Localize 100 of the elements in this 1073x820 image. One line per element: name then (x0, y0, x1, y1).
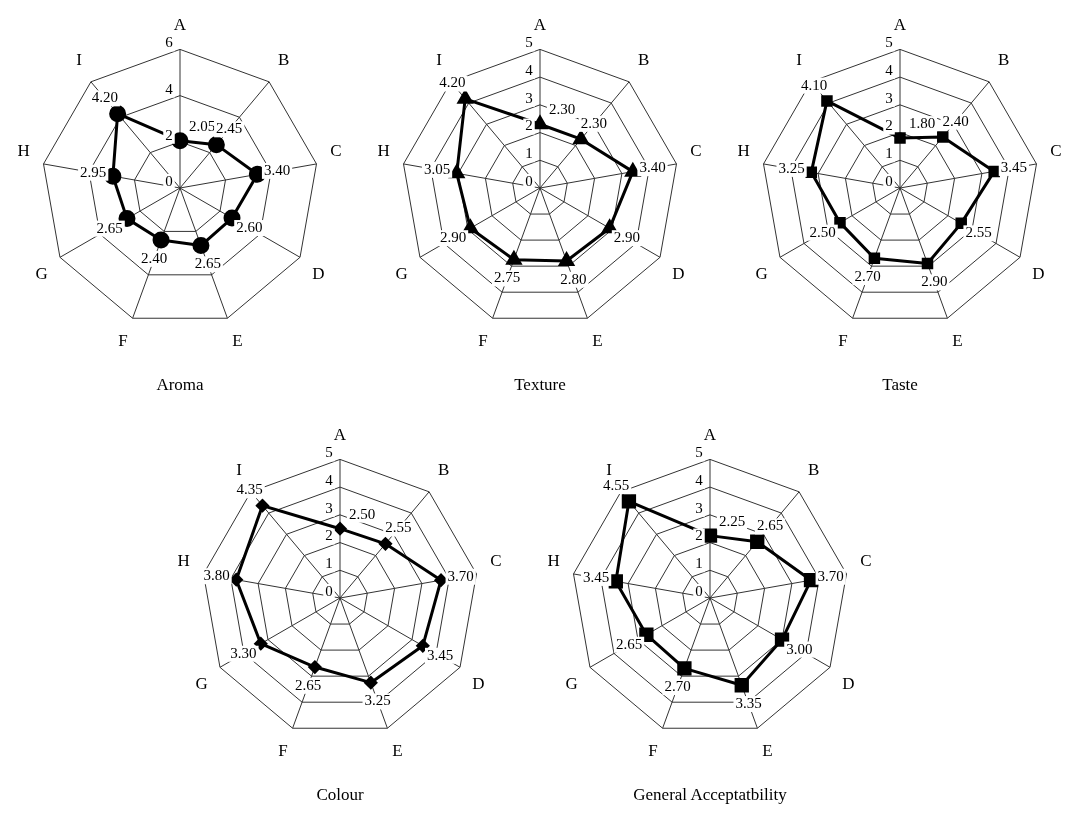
y-tick-label: 0 (325, 582, 333, 599)
spoke-label: C (860, 550, 872, 570)
data-label: 2.65 (194, 255, 221, 272)
data-label: 2.50 (809, 223, 836, 240)
spoke-label: A (703, 424, 717, 444)
y-tick-label: 1 (325, 555, 333, 572)
data-label: 2.95 (80, 163, 107, 180)
spoke-label: I (796, 50, 803, 70)
y-tick-label: 1 (885, 145, 893, 162)
spoke-label: I (236, 460, 243, 480)
spoke-label: B (998, 50, 1010, 70)
data-label: 3.45 (427, 646, 454, 663)
spoke-label: H (737, 140, 750, 160)
data-label: 1.80 (908, 115, 936, 132)
y-tick-label: 0 (525, 172, 533, 189)
spoke-label: F (838, 331, 848, 351)
spoke-label: G (755, 263, 768, 283)
data-label: 4.20 (91, 89, 118, 106)
spoke-label: E (232, 331, 243, 351)
spoke-label: D (472, 673, 485, 693)
data-label: 2.05 (188, 117, 216, 134)
spoke-label: E (762, 741, 773, 761)
data-label: 2.55 (385, 519, 412, 536)
spoke-label: G (35, 263, 48, 283)
spoke-label: B (278, 50, 290, 70)
text: Texture (514, 375, 566, 395)
spoke-label: G (395, 263, 408, 283)
y-tick-label: 2 (165, 126, 173, 143)
spoke-label: F (118, 331, 128, 351)
data-label: 3.40 (263, 161, 291, 178)
y-tick-label: 4 (165, 80, 174, 97)
spoke-label: C (490, 550, 502, 570)
data-label: 4.20 (439, 74, 466, 91)
y-tick-label: 0 (165, 172, 173, 189)
data-label: 3.45 (583, 568, 610, 585)
spoke-label: H (17, 140, 30, 160)
data-label: 3.35 (735, 694, 762, 711)
data-label: 3.30 (230, 644, 257, 661)
data-label: 4.55 (602, 477, 630, 493)
spoke-label: F (478, 331, 488, 351)
data-label: 2.30 (580, 114, 607, 131)
data-label: 2.90 (613, 229, 641, 246)
data-label: 3.25 (364, 692, 391, 709)
data-label: 2.40 (141, 249, 168, 266)
y-tick-label: 0 (695, 582, 703, 599)
y-tick-label: 2 (325, 527, 333, 544)
y-tick-label: 4 (525, 62, 534, 79)
data-label: 3.00 (786, 640, 813, 657)
data-label: 2.70 (664, 678, 691, 695)
spoke-label: F (278, 741, 288, 761)
spoke-label: C (690, 140, 702, 160)
data-label: 2.90 (439, 229, 467, 246)
data-label: 2.75 (493, 269, 521, 286)
data-label: 3.70 (447, 567, 474, 584)
y-tick-label: 3 (695, 499, 703, 516)
y-tick-label: 1 (695, 555, 703, 572)
y-tick-label: 2 (695, 527, 703, 544)
spoke-label: D (842, 673, 855, 693)
data-label: 2.50 (348, 505, 376, 522)
text: General Acceptatbility (633, 785, 788, 805)
spoke-label: A (533, 14, 547, 34)
spoke-label: H (377, 140, 390, 160)
spoke-label: G (195, 673, 208, 693)
data-label: 2.30 (548, 101, 576, 118)
data-label: 4.10 (800, 76, 828, 93)
y-tick-label: 3 (525, 89, 533, 106)
y-tick-label: 0 (885, 172, 893, 189)
data-label: 3.05 (423, 160, 451, 177)
spoke-label: C (330, 140, 342, 160)
spoke-label: G (565, 673, 578, 693)
spoke-label: D (312, 263, 325, 283)
data-label: 2.80 (560, 270, 587, 287)
text: Aroma (156, 375, 205, 395)
spoke-label: F (648, 741, 658, 761)
data-label: 3.45 (1000, 158, 1027, 175)
data-label: 2.65 (756, 517, 784, 534)
spoke-label: B (638, 50, 650, 70)
spoke-label: E (392, 741, 403, 761)
data-label: 2.40 (942, 112, 969, 129)
y-tick-label: 5 (325, 444, 333, 461)
y-tick-label: 6 (165, 34, 174, 51)
spoke-label: I (76, 50, 83, 70)
data-label: 2.55 (965, 224, 992, 241)
y-tick-label: 4 (885, 62, 894, 79)
spoke-label: D (672, 263, 685, 283)
data-label: 2.70 (854, 268, 881, 285)
spoke-label: A (893, 14, 907, 34)
spoke-label: I (436, 50, 443, 70)
data-label: 2.60 (236, 218, 263, 235)
data-label: 3.80 (203, 567, 230, 584)
y-tick-label: 5 (525, 34, 533, 51)
spoke-label: E (592, 331, 603, 351)
y-tick-label: 1 (525, 145, 533, 162)
y-tick-label: 3 (325, 499, 333, 516)
data-label: 3.70 (817, 567, 844, 584)
spoke-label: H (547, 550, 560, 570)
y-tick-label: 4 (325, 472, 334, 489)
spoke-label: H (177, 550, 190, 570)
text: Taste (882, 375, 918, 395)
data-label: 2.45 (216, 120, 243, 137)
